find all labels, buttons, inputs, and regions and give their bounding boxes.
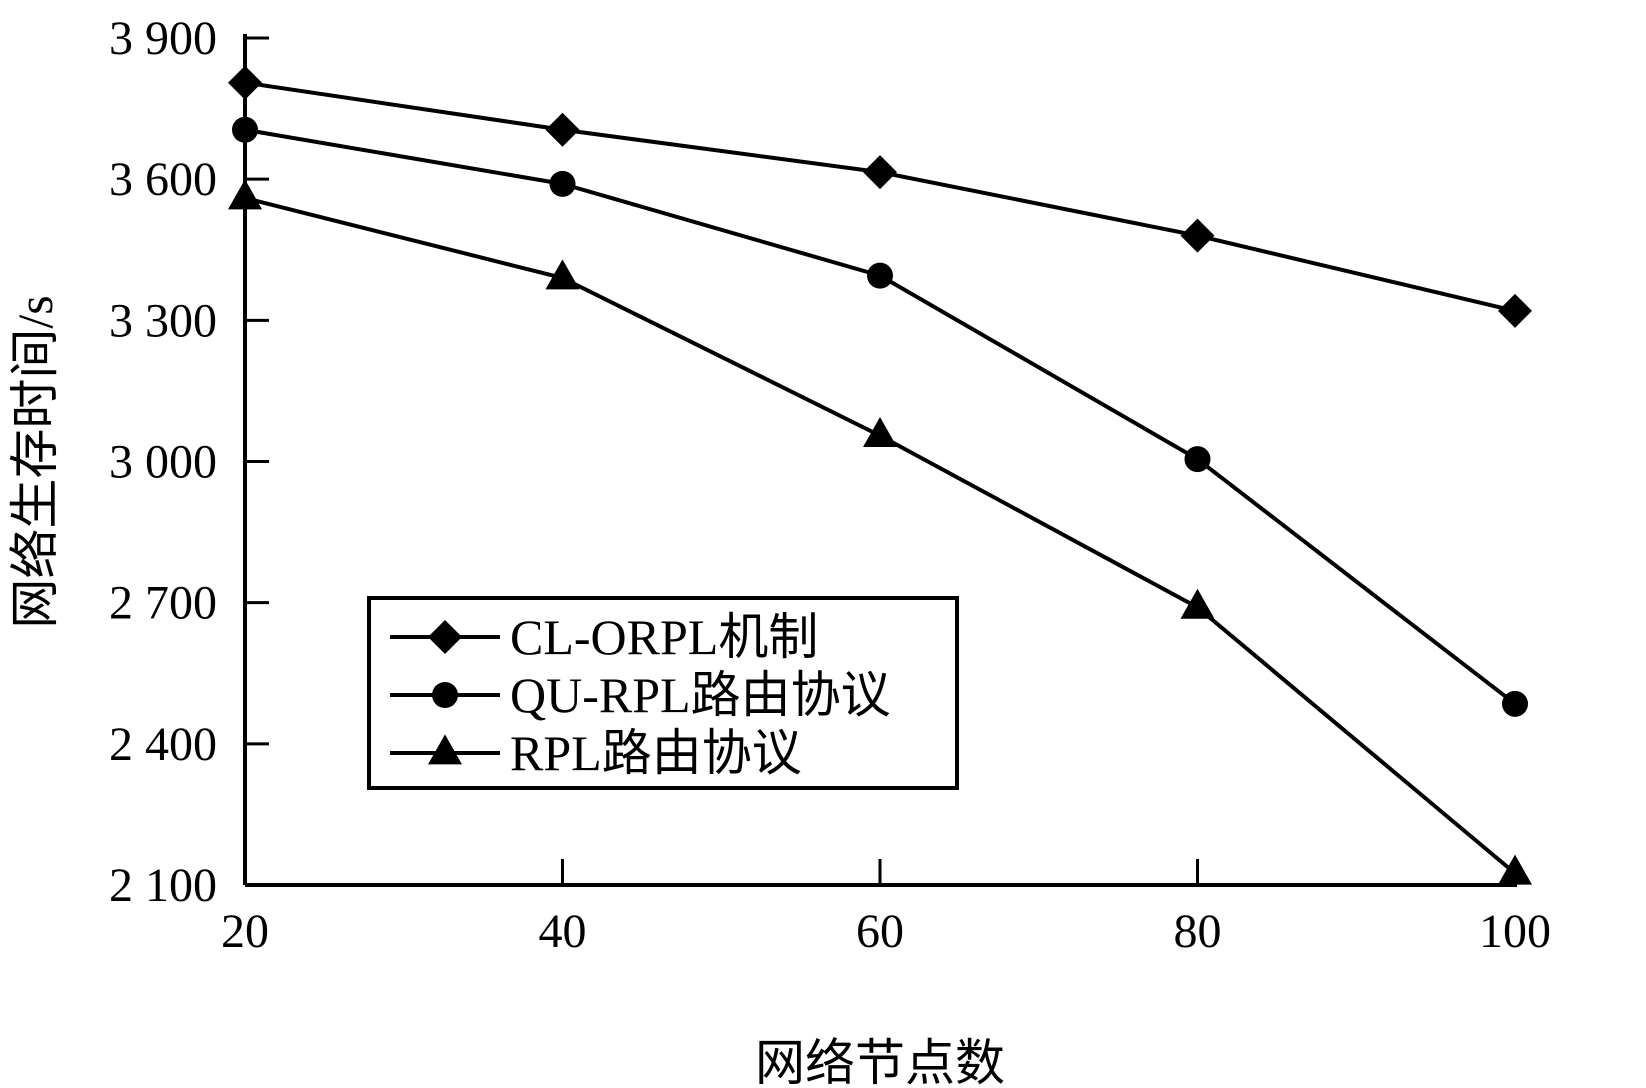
x-axis-title: 网络节点数 bbox=[755, 1035, 1005, 1088]
y-axis-title: 网络生存时间/s bbox=[7, 295, 63, 628]
legend-item: CL-ORPL机制 bbox=[390, 609, 818, 665]
x-tick-label: 40 bbox=[539, 905, 587, 958]
x-tick-label: 80 bbox=[1174, 905, 1222, 958]
legend-item: RPL路由协议 bbox=[390, 725, 802, 781]
series-3 bbox=[228, 179, 1532, 885]
x-tick-label: 100 bbox=[1479, 905, 1551, 958]
axes: 2 100 2 400 2 700 3 000 3 300 3 600 3 900 20 40 6… bbox=[109, 12, 1551, 958]
data-point-circle bbox=[1184, 446, 1211, 473]
y-tick-label: 3 000 bbox=[109, 436, 217, 489]
data-point-triangle bbox=[863, 417, 897, 448]
data-point-diamond bbox=[863, 155, 897, 190]
series-1 bbox=[228, 65, 1532, 328]
data-point-triangle bbox=[1180, 588, 1215, 619]
legend-label: RPL路由协议 bbox=[510, 725, 802, 781]
legend-label: CL-ORPL机制 bbox=[510, 609, 818, 665]
x-tick-label: 20 bbox=[221, 905, 269, 958]
y-tick-label: 2 400 bbox=[109, 718, 217, 771]
y-tick-label: 3 900 bbox=[109, 12, 217, 65]
data-point-diamond bbox=[545, 112, 580, 147]
series-layer bbox=[228, 65, 1532, 885]
y-tick-label: 2 700 bbox=[109, 577, 217, 630]
x-tick-label: 60 bbox=[856, 905, 904, 958]
data-point-circle bbox=[232, 116, 258, 143]
legend-label: QU-RPL路由协议 bbox=[510, 667, 891, 723]
series-2 bbox=[232, 116, 1528, 717]
y-tick-label: 2 100 bbox=[109, 859, 217, 912]
data-point-triangle bbox=[228, 179, 262, 210]
y-tick-label: 3 300 bbox=[109, 294, 217, 347]
data-point-triangle bbox=[1498, 854, 1532, 885]
data-point-circle bbox=[867, 262, 893, 289]
data-point-diamond bbox=[1180, 218, 1215, 253]
data-point-circle bbox=[549, 170, 576, 197]
legend-marker-triangle bbox=[428, 734, 462, 765]
data-point-diamond bbox=[1498, 293, 1532, 328]
data-point-circle bbox=[1502, 690, 1528, 717]
legend-item: QU-RPL路由协议 bbox=[390, 667, 891, 723]
legend-marker-diamond bbox=[428, 620, 462, 654]
data-point-diamond bbox=[228, 65, 262, 100]
y-tick-label: 3 600 bbox=[109, 153, 217, 206]
legend-marker-circle bbox=[432, 682, 458, 708]
data-point-triangle bbox=[545, 259, 580, 290]
